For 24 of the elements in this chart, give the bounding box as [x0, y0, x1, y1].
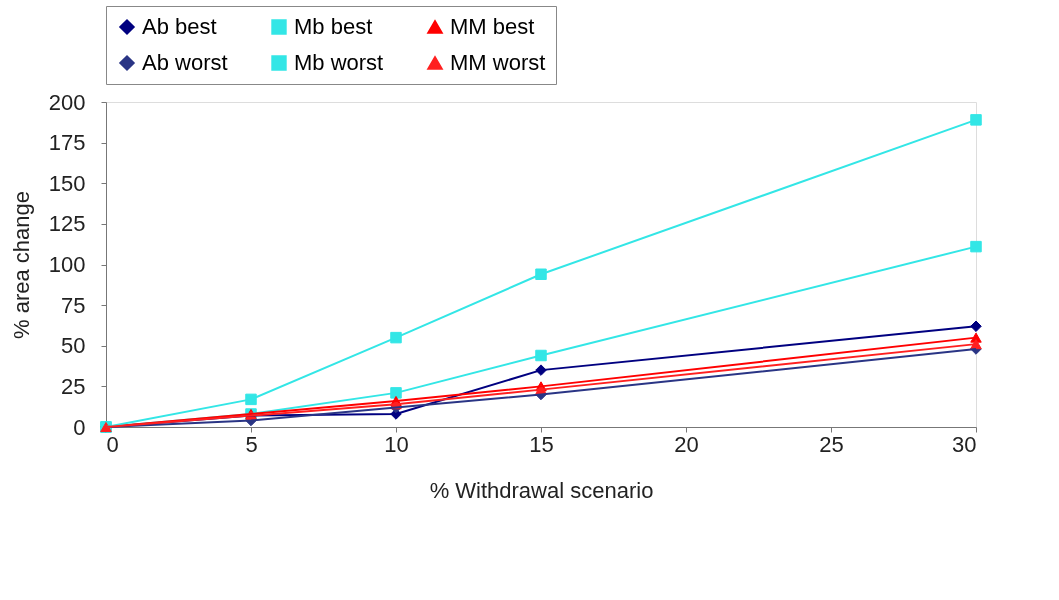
y-tick-label: 150: [48, 170, 86, 196]
y-tick-label: 0: [73, 414, 86, 440]
x-axis-title: % Withdrawal scenario: [429, 477, 654, 503]
y-tick-label: 50: [61, 333, 86, 359]
legend-label: Ab worst: [142, 50, 228, 75]
x-tick-label: 30: [952, 431, 977, 457]
y-tick-label: 100: [48, 252, 86, 277]
y-tick-label: 200: [48, 89, 86, 115]
x-tick-label: 20: [674, 431, 699, 457]
x-tick-label: 0: [106, 431, 119, 457]
x-tick-label: 10: [384, 431, 409, 457]
legend-label: Mb worst: [294, 50, 384, 75]
legend-label: MM best: [450, 14, 535, 39]
legend-label: Mb best: [294, 14, 373, 39]
x-tick-label: 5: [245, 431, 258, 457]
y-tick-label: 75: [61, 292, 86, 318]
x-tick-label: 25: [819, 431, 844, 457]
y-tick-label: 125: [48, 211, 86, 237]
y-axis-title: % area change: [8, 191, 34, 339]
y-tick-label: 175: [48, 130, 86, 156]
legend-label: Ab best: [142, 14, 217, 39]
legend-label: MM worst: [450, 50, 546, 75]
y-tick-label: 25: [61, 373, 86, 399]
x-tick-label: 15: [529, 431, 554, 457]
